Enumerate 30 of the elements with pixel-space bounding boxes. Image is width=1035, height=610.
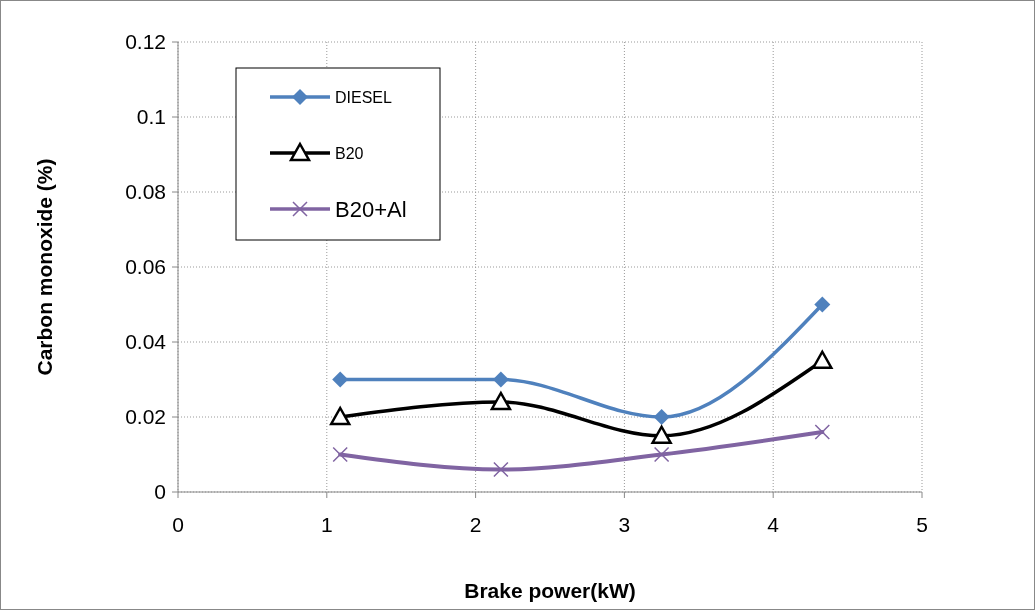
point (653, 446, 670, 463)
x-tick-label: 1 (320, 513, 333, 536)
y-axis-title: Carbon monoxide (%) (33, 158, 56, 376)
point (332, 371, 349, 388)
point (492, 371, 509, 388)
x-tick-label: 3 (618, 513, 631, 536)
point (332, 446, 348, 463)
y-tick-label: 0.06 (125, 255, 166, 279)
point (814, 296, 831, 313)
y-tick-label: 0.12 (125, 30, 166, 54)
y-tick-label: 0.04 (125, 330, 167, 354)
point (653, 409, 670, 425)
point (814, 424, 831, 440)
point (490, 391, 512, 411)
legend-label: B20 (335, 144, 364, 162)
point (812, 350, 833, 369)
legend-label: DIESEL (335, 88, 393, 106)
point (651, 425, 672, 444)
x-tick-label: 5 (916, 513, 928, 536)
x-tick-label: 0 (172, 513, 184, 536)
point (329, 406, 351, 426)
x-tick-label: 4 (767, 513, 780, 536)
y-tick-label: 0.08 (125, 180, 166, 204)
x-tick-label: 2 (469, 513, 482, 536)
y-tick-label: 0.1 (136, 105, 166, 129)
point (493, 461, 509, 478)
y-tick-label: 0 (154, 480, 166, 504)
x-axis-title: Brake power(kW) (464, 579, 636, 602)
y-tick-label: 0.02 (125, 405, 166, 429)
legend-label: B20+Al (335, 196, 407, 222)
